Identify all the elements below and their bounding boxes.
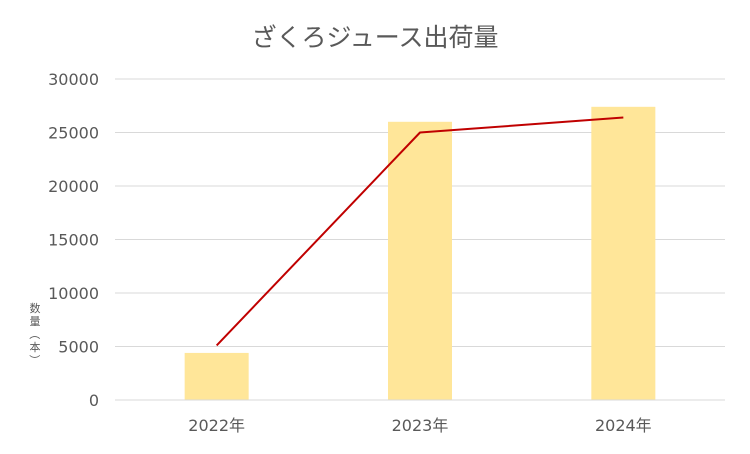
y-axis-label-char: 量 <box>30 315 41 328</box>
x-tick-label: 2023年 <box>392 416 449 435</box>
line-series-path <box>215 116 624 347</box>
y-tick-label: 0 <box>89 391 99 410</box>
x-tick-label: 2022年 <box>188 416 245 435</box>
y-tick-label: 20000 <box>48 177 99 196</box>
axes: 0 5000 10000 15000 20000 25000 30000 2022年 2023年… <box>48 70 725 435</box>
bar <box>184 352 249 400</box>
line-series <box>215 116 624 347</box>
bar-series <box>184 106 656 401</box>
x-tick-label: 2024年 <box>595 416 652 435</box>
y-axis-label-char: ） <box>28 355 41 366</box>
y-axis-label-char: 本 <box>30 340 41 354</box>
chart-title: ざくろジュース出荷量 <box>251 23 498 52</box>
y-tick-label: 15000 <box>48 231 99 250</box>
y-tick-label: 5000 <box>58 338 99 357</box>
y-tick-label: 10000 <box>48 284 99 303</box>
y-tick-label: 30000 <box>48 70 99 89</box>
bar <box>388 121 452 401</box>
y-axis-label: 数量（本） <box>28 302 41 366</box>
y-axis-label-char: （ <box>28 329 41 340</box>
bar <box>591 106 656 400</box>
y-axis-label-char: 数 <box>30 302 41 315</box>
y-tick-label: 25000 <box>48 124 99 143</box>
